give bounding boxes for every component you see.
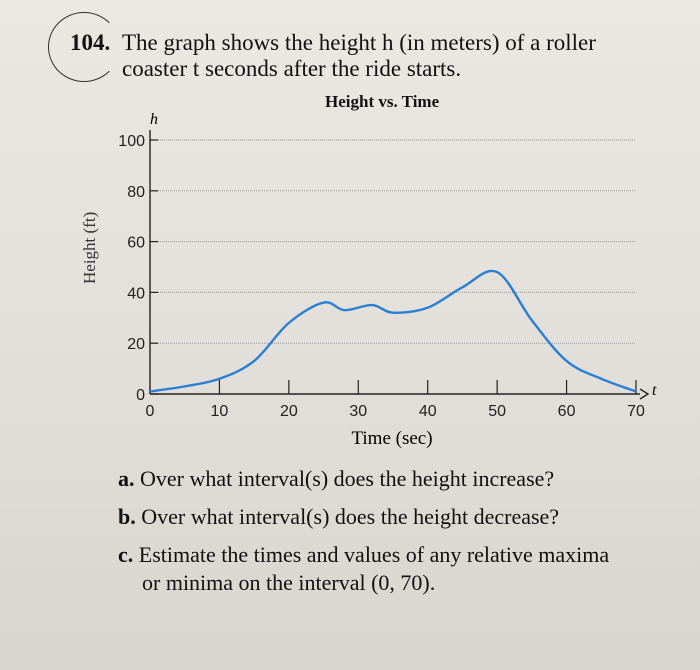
question-c-continued: or minima on the interval (0, 70). — [142, 570, 435, 596]
x-variable-label: t — [652, 382, 657, 399]
y-tick-label-100: 100 — [118, 133, 145, 150]
series-line-0 — [149, 269, 637, 393]
data-series — [149, 269, 637, 393]
grid-lines — [150, 139, 636, 344]
question-b: b. Over what interval(s) does the height… — [118, 504, 559, 530]
chart-title: Height vs. Time — [325, 92, 440, 111]
y-tick-label-20: 20 — [127, 336, 145, 353]
y-tick-label-40: 40 — [127, 285, 145, 302]
question-text: or minima on the interval (0, 70). — [142, 570, 436, 595]
question-c: c. Estimate the times and values of any … — [118, 542, 609, 568]
question-text: Over what interval(s) does the height in… — [140, 466, 555, 491]
question-letter: a. — [118, 466, 135, 491]
height-vs-time-chart: 0 20 40 60 80 100 0 10 20 30 40 50 60 70 h t Time (se… — [118, 111, 657, 449]
y-tick-label-0: 0 — [136, 387, 145, 404]
question-letter: b. — [118, 504, 136, 529]
x-tick-label-20: 20 — [280, 403, 298, 420]
question-letter: c. — [118, 542, 134, 567]
x-tick-label-70: 70 — [627, 403, 645, 420]
y-tick-label-80: 80 — [127, 184, 145, 201]
x-tick-label-10: 10 — [211, 403, 229, 420]
question-text: Over what interval(s) does the height de… — [141, 504, 560, 529]
x-axis-title: Time (sec) — [351, 428, 432, 449]
tick-labels: 0 20 40 60 80 100 0 10 20 30 40 50 60 70 — [118, 133, 645, 420]
problem-text-line-1: The graph shows the height h (in meters)… — [122, 30, 596, 55]
handwritten-circle-mark — [48, 12, 120, 82]
x-tick-label-30: 30 — [349, 403, 367, 420]
x-tick-label-50: 50 — [488, 403, 506, 420]
x-tick-label-40: 40 — [419, 403, 437, 420]
question-a: a. Over what interval(s) does the height… — [118, 466, 554, 492]
axes — [149, 130, 650, 400]
x-tick-label-0: 0 — [146, 403, 155, 420]
tick-marks — [150, 139, 637, 395]
y-variable-label: h — [150, 111, 158, 128]
y-tick-label-60: 60 — [127, 235, 145, 252]
x-axis-arrow — [639, 388, 650, 400]
problem-text-line-2: coaster t seconds after the ride starts. — [122, 56, 462, 81]
x-tick-label-60: 60 — [558, 403, 576, 420]
problem-number: 104. — [70, 30, 111, 55]
question-text: Estimate the times and values of any rel… — [138, 542, 610, 567]
